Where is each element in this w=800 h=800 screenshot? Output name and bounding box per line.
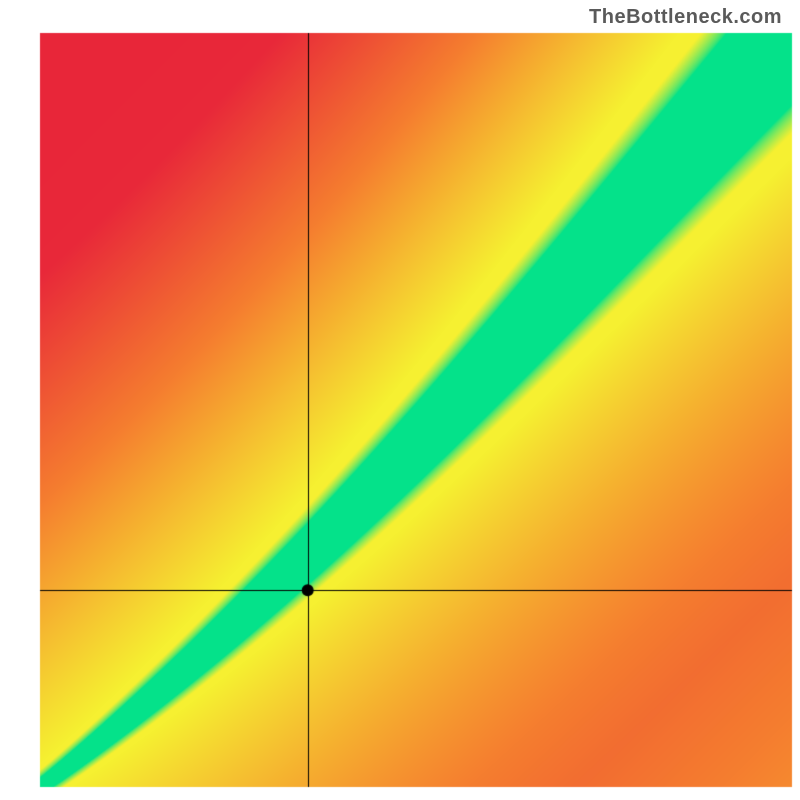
heatmap-canvas: [0, 0, 800, 800]
chart-container: TheBottleneck.com: [0, 0, 800, 800]
watermark-text: TheBottleneck.com: [589, 6, 782, 29]
